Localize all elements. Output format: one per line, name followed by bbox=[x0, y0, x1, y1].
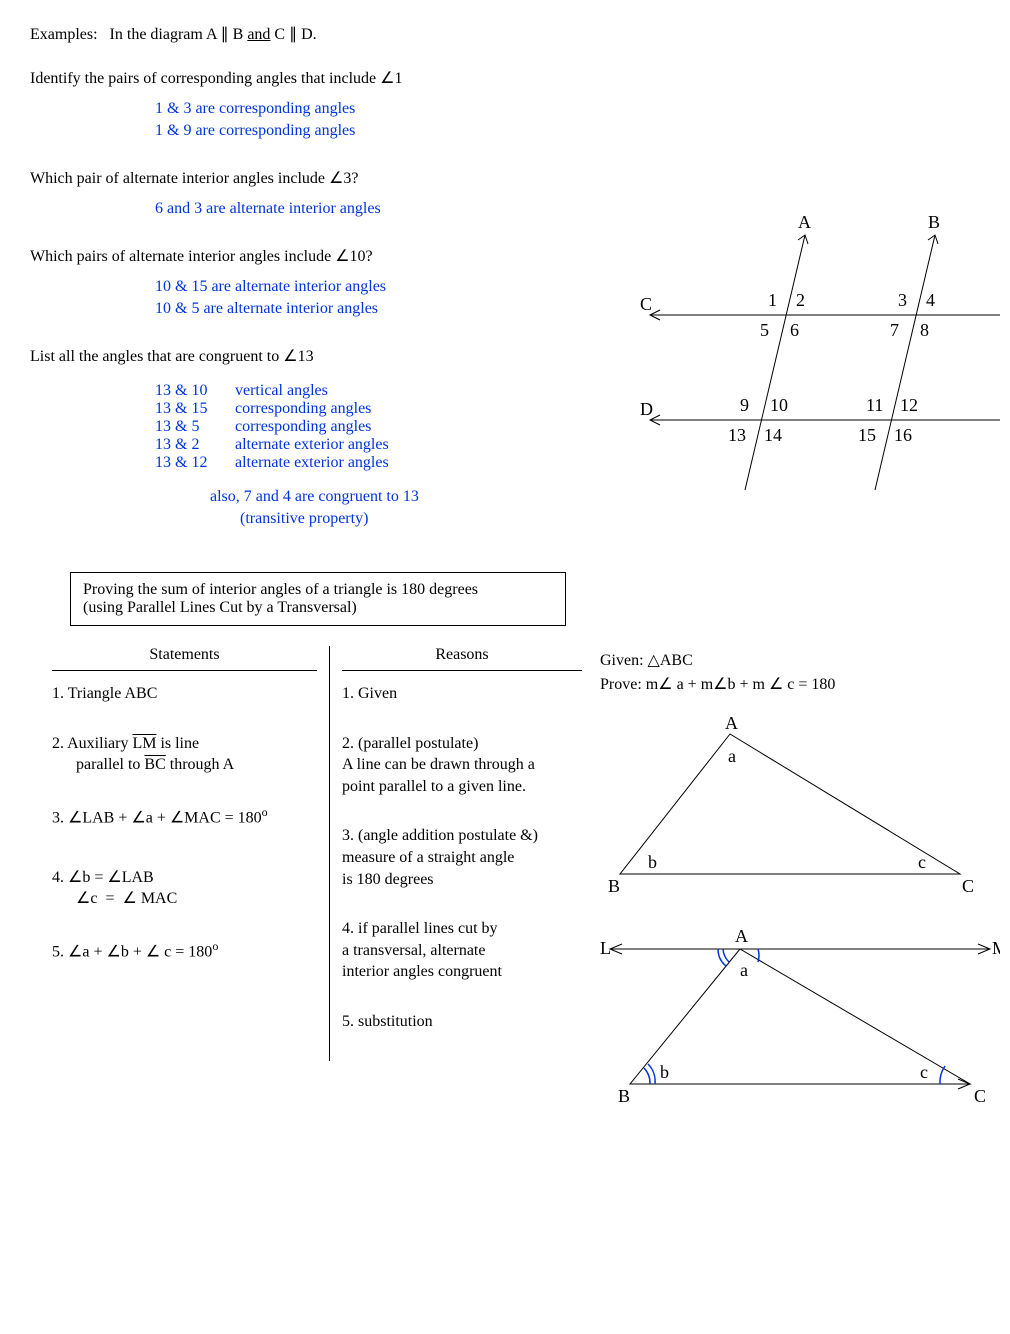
rsn-4: 4. if parallel lines cut by a transversa… bbox=[342, 918, 582, 983]
label-C: C bbox=[640, 294, 652, 314]
angle-num: 1 bbox=[768, 290, 777, 310]
a4-extra: also, 7 and 4 are congruent to 13 bbox=[210, 488, 630, 506]
question-2: Which pair of alternate interior angles … bbox=[30, 168, 630, 188]
angle-num: 15 bbox=[858, 425, 876, 445]
label-B: B bbox=[618, 1086, 630, 1104]
statements-header: Statements bbox=[52, 646, 317, 671]
stmt-1: 1. Triangle ABC bbox=[52, 683, 317, 705]
stmt-2: 2. Auxiliary LM is line parallel to BC t… bbox=[52, 733, 317, 776]
angle-num: 14 bbox=[764, 425, 782, 445]
a4-pair-l: 13 & 5 bbox=[155, 418, 235, 436]
label-c: c bbox=[920, 1062, 928, 1082]
angle-num: 5 bbox=[760, 320, 769, 340]
answer-2-line: 6 and 3 are alternate interior angles bbox=[155, 200, 630, 218]
label-C: C bbox=[974, 1086, 986, 1104]
angle-num: 13 bbox=[728, 425, 746, 445]
a4-pair-l: 13 & 10 bbox=[155, 382, 235, 400]
label-L: L bbox=[600, 938, 611, 958]
label-M: M bbox=[992, 938, 1000, 958]
a4-pair-r: corresponding angles bbox=[235, 418, 371, 436]
angle-num: 10 bbox=[770, 395, 788, 415]
a4-pair-l: 13 & 12 bbox=[155, 454, 235, 472]
stmt-5: 5. ∠a + ∠b + ∠ c = 180o bbox=[52, 938, 317, 963]
question-4: List all the angles that are congruent t… bbox=[30, 346, 630, 366]
angle-num: 2 bbox=[796, 290, 805, 310]
angle-num: 3 bbox=[898, 290, 907, 310]
stmt-4: 4. ∠b = ∠LAB ∠c = ∠ MAC bbox=[52, 867, 317, 910]
angle-num: 16 bbox=[894, 425, 912, 445]
label-A: A bbox=[735, 926, 748, 946]
angle-num: 12 bbox=[900, 395, 918, 415]
label-c: c bbox=[918, 852, 926, 872]
and-text: and bbox=[247, 26, 270, 43]
a4-pair-r: corresponding angles bbox=[235, 400, 371, 418]
parallel-lines-diagram: A B C D 1 2 5 6 3 4 7 8 9 10 13 14 1 bbox=[630, 210, 1010, 530]
examples-label: Examples: bbox=[30, 26, 98, 43]
a4-pair-r: vertical angles bbox=[235, 382, 328, 400]
stmt-3: 3. ∠LAB + ∠a + ∠MAC = 180o bbox=[52, 804, 317, 829]
box-line: (using Parallel Lines Cut by a Transvers… bbox=[83, 599, 553, 617]
box-line: Proving the sum of interior angles of a … bbox=[83, 581, 553, 599]
angle-num: 4 bbox=[926, 290, 935, 310]
given-line: Given: ABC bbox=[600, 650, 1000, 670]
label-C: C bbox=[962, 876, 974, 894]
rsn-3: 3. (angle addition postulate &) measure … bbox=[342, 825, 582, 890]
rsn-5: 5. substitution bbox=[342, 1011, 582, 1033]
answer-3-line: 10 & 15 are alternate interior angles bbox=[155, 278, 630, 296]
answer-1-line: 1 & 3 are corresponding angles bbox=[155, 100, 630, 118]
angle-num: 9 bbox=[740, 395, 749, 415]
proof-heading-box: Proving the sum of interior angles of a … bbox=[70, 572, 566, 626]
label-a: a bbox=[728, 746, 736, 766]
label-b: b bbox=[660, 1062, 669, 1082]
rsn-1: 1. Given bbox=[342, 683, 582, 705]
label-D: D bbox=[640, 399, 653, 419]
label-A: A bbox=[798, 212, 811, 232]
examples-text: In the diagram A ∥ B bbox=[110, 26, 248, 43]
label-a: a bbox=[740, 960, 748, 980]
angle-num: 7 bbox=[890, 320, 899, 340]
a4-pair-l: 13 & 2 bbox=[155, 436, 235, 454]
examples-heading: Examples: In the diagram A ∥ B and C ∥ D… bbox=[30, 24, 630, 44]
rsn-2: 2. (parallel postulate) A line can be dr… bbox=[342, 733, 582, 798]
label-b: b bbox=[648, 852, 657, 872]
a4-pair-r: alternate exterior angles bbox=[235, 436, 389, 454]
question-3: Which pairs of alternate interior angles… bbox=[30, 246, 630, 266]
answer-1-line: 1 & 9 are corresponding angles bbox=[155, 122, 630, 140]
answer-3-line: 10 & 5 are alternate interior angles bbox=[155, 300, 630, 318]
label-B: B bbox=[928, 212, 940, 232]
angle-num: 11 bbox=[866, 395, 883, 415]
a4-pair-l: 13 & 15 bbox=[155, 400, 235, 418]
angle-num: 8 bbox=[920, 320, 929, 340]
a4-pair-r: alternate exterior angles bbox=[235, 454, 389, 472]
triangle-abc-diagram: A B C a b c bbox=[600, 714, 980, 894]
label-B: B bbox=[608, 876, 620, 894]
prove-line: Prove: m a + m∠b + m ∠ c = 180 bbox=[600, 674, 1000, 694]
reasons-header: Reasons bbox=[342, 646, 582, 671]
a4-extra: (transitive property) bbox=[240, 510, 630, 528]
examples-text2: C ∥ D. bbox=[274, 26, 316, 43]
label-A: A bbox=[725, 714, 738, 733]
question-1: Identify the pairs of corresponding angl… bbox=[30, 68, 630, 88]
angle-num: 6 bbox=[790, 320, 799, 340]
triangle-lm-diagram: L M A B C a b c bbox=[600, 924, 1000, 1104]
